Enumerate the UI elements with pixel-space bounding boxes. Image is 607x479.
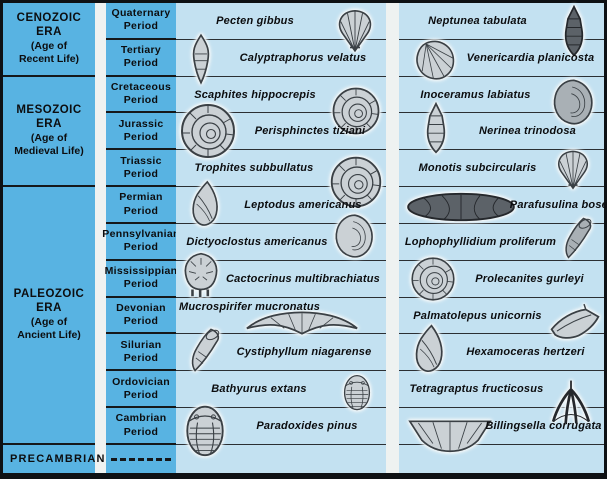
conodont-plate-icon — [548, 302, 602, 344]
fossil-cell-monotis-subcircularis: Monotis subcircularis — [399, 150, 604, 187]
turret-gastropod-icon — [560, 5, 588, 57]
oyster-shell-icon — [548, 77, 598, 127]
fossil-cell-billingsella-corrugata: Billingsella corrugata — [399, 408, 604, 445]
era-subtitle-line: Recent Life) — [18, 52, 80, 65]
fossil-cell-bathyurus-extans: Bathyurus extans — [176, 371, 386, 408]
period-word: Period — [123, 167, 159, 180]
period-name: Jurassic — [118, 117, 164, 130]
scallop-shell-icon — [330, 5, 380, 55]
period-cell-mississippian: Mississippian Period — [104, 261, 178, 298]
fossil-cell-neptunea-tabulata: Neptunea tabulata — [399, 3, 604, 40]
period-word: Period — [123, 20, 159, 33]
period-name: Triassic — [120, 154, 162, 167]
period-column: Quaternary Period Tertiary Period Cretaceo… — [102, 3, 179, 473]
fossil-column-2: Neptunea tabulata Venericardia planicost… — [399, 3, 607, 473]
period-word: Period — [123, 388, 159, 401]
period-name: Pennsylvanian — [102, 228, 180, 241]
era-column: CENOZOIC ERA (Age of Recent Life) MESOZO… — [3, 3, 105, 473]
fossil-column-1: Pecten gibbus Calyptraphorus velatus Sca… — [176, 3, 386, 473]
period-cell-tertiary: Tertiary Period — [106, 40, 176, 77]
period-word: Period — [123, 94, 159, 107]
precambrian-label: PRECAMBRIAN — [10, 453, 106, 465]
era-subtitle-line: Medieval Life) — [14, 144, 84, 157]
era-block-precambrian: PRECAMBRIAN — [3, 445, 105, 473]
era-subtitle-line: Ancient Life) — [17, 328, 81, 341]
fossil-cell-cactocrinus-multibrachiatus: Cactocrinus multibrachiatus — [176, 261, 386, 298]
fossil-cell-inoceramus-labiatus: Inoceramus labiatus — [399, 77, 604, 114]
period-cell-permian: Permian Period — [106, 187, 176, 224]
period-cell-cretaceous: Cretaceous Period — [106, 77, 176, 114]
period-name: Mississippian — [104, 265, 178, 278]
era-block-cenozoic: CENOZOIC ERA (Age of Recent Life) — [3, 3, 95, 77]
period-word: Period — [123, 425, 159, 438]
fossil-cell-hexamoceras-hertzeri: Hexamoceras hertzeri — [399, 334, 604, 371]
period-word: Period — [123, 278, 159, 291]
fossil-cell-leptodus-americanus: Leptodus americanus — [176, 187, 386, 224]
period-cell-cambrian: Cambrian Period — [106, 408, 176, 445]
chart-canvas: CENOZOIC ERA (Age of Recent Life) MESOZO… — [3, 3, 607, 473]
fossil-cell-prolecanites-gurleyi: Prolecanites gurleyi — [399, 261, 604, 298]
period-name: Tertiary — [120, 44, 162, 57]
period-word: Period — [123, 315, 159, 328]
period-cell-jurassic: Jurassic Period — [106, 113, 176, 151]
fossil-cell-perisphinctes-tiziani: Perisphinctes tiziani — [176, 113, 386, 150]
period-name: Cambrian — [115, 412, 167, 425]
fossil-cell-calyptraphorus-velatus: Calyptraphorus velatus — [176, 40, 386, 77]
period-word: Period — [123, 351, 159, 364]
era-block-paleozoic: PALEOZOIC ERA (Age of Ancient Life) — [3, 187, 95, 445]
era-title: PALEOZOIC ERA — [13, 288, 85, 314]
fossil-cell-pecten-gibbus: Pecten gibbus — [176, 3, 386, 40]
period-cell-devonian: Devonian Period — [106, 298, 176, 335]
fossil-cell-palmatolepus-unicornis: Palmatolepus unicornis — [399, 298, 604, 335]
fossil-cell-lophophyllidium-proliferum: Lophophyllidium proliferum — [399, 224, 604, 261]
era-block-mesozoic: MESOZOIC ERA (Age of Medieval Life) — [3, 77, 95, 187]
fossil-cell-paradoxides-pinus: Paradoxides pinus — [176, 408, 386, 445]
fossil-cell-venericardia-planicosta: Venericardia planicosta — [399, 40, 604, 77]
fossil-cell-trophites-subbullatus: Trophites subbullatus — [176, 150, 386, 187]
period-name: Cretaceous — [110, 80, 172, 93]
period-cell-triassic: Triassic Period — [106, 150, 176, 188]
fossil-cell-dictyoclostus-americanus: Dictyoclostus americanus — [176, 224, 386, 261]
fossil-cell-tetragraptus-fructicosus: Tetragraptus fructicosus — [399, 371, 604, 408]
period-word: Period — [123, 204, 159, 217]
fossil-cell-nerinea-trinodosa: Nerinea trinodosa — [399, 113, 604, 150]
era-title: MESOZOIC ERA — [16, 104, 82, 130]
era-title: CENOZOIC ERA — [16, 12, 82, 38]
fossil-cell-scaphites-hippocrepis: Scaphites hippocrepis — [176, 77, 386, 114]
period-cell-silurian: Silurian Period — [106, 334, 176, 372]
era-subtitle-line: (Age of — [30, 131, 68, 144]
period-name: Devonian — [116, 301, 166, 314]
period-cell-ordovician: Ordovician Period — [106, 371, 176, 409]
period-cell-precambrian — [106, 445, 176, 473]
fossil-cell-parafusulina-bosei: Parafusulina bosei — [399, 187, 607, 224]
fossil-cell-cystiphyllum-niagarense: Cystiphyllum niagarense — [176, 334, 386, 371]
period-cell-quaternary: Quaternary Period — [106, 3, 176, 40]
period-name: Permian — [119, 191, 163, 204]
period-word: Period — [123, 57, 159, 70]
period-name: Quaternary — [111, 7, 171, 20]
era-subtitle-line: (Age of — [30, 315, 68, 328]
period-word: Period — [123, 130, 159, 143]
period-name: Ordovician — [112, 375, 170, 388]
period-cell-pennsylvanian: Pennsylvanian Period — [102, 224, 179, 261]
precambrian-dashed-line — [111, 457, 171, 461]
fossil-cell-mucrospirifer-mucronatus: Mucrospirifer mucronatus — [176, 298, 386, 335]
period-word: Period — [123, 241, 159, 254]
period-name: Silurian — [120, 338, 162, 351]
era-subtitle-line: (Age of — [30, 39, 68, 52]
